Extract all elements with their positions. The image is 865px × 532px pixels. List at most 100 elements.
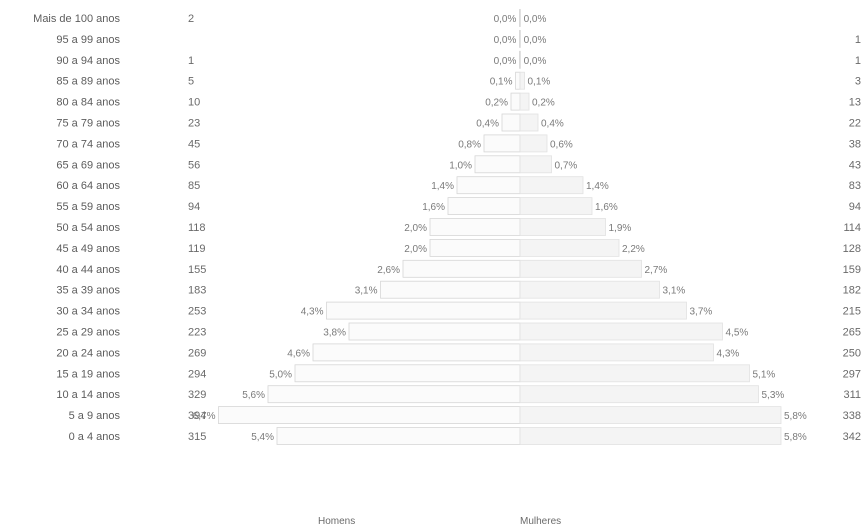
male-bars (218, 9, 521, 445)
female-percent-label: 0,2% (532, 98, 555, 109)
male-count: 253 (188, 306, 206, 318)
bar-male (267, 385, 521, 404)
female-count: 182 (843, 285, 861, 297)
bar-female (519, 301, 687, 320)
male-percent-label: 5,6% (242, 390, 265, 401)
bar-female (519, 176, 584, 195)
male-count-labels: 2 1 5 10 23 45 56 85 94 118 119 155 183 253 223 269 294 3… (188, 13, 206, 443)
age-group-label: 85 a 89 anos (56, 76, 120, 88)
female-count: 215 (843, 306, 861, 318)
male-count: 118 (188, 222, 206, 234)
female-percent-label: 2,7% (645, 265, 668, 276)
male-percent-label: 5,4% (251, 432, 274, 443)
age-group-label: 70 a 74 anos (56, 138, 120, 150)
age-group-label: 5 a 9 anos (69, 410, 121, 422)
age-group-label: 20 a 24 anos (56, 347, 120, 359)
bar-female (519, 29, 522, 48)
male-count: 10 (188, 97, 200, 109)
female-count: 83 (849, 180, 861, 192)
male-percent-label: 0,0% (494, 35, 517, 46)
age-group-labels: Mais de 100 anos 95 a 99 anos 90 a 94 anos… (33, 13, 120, 443)
age-group-label: 90 a 94 anos (56, 55, 120, 67)
male-percent-label: 1,6% (422, 202, 445, 213)
male-count: 269 (188, 347, 206, 359)
female-percent-label: 0,0% (524, 56, 547, 67)
female-count: 43 (849, 159, 861, 171)
male-percent-label: 1,0% (449, 160, 472, 171)
female-count: 128 (843, 243, 861, 255)
female-percent-label: 0,0% (524, 35, 547, 46)
male-count: 155 (188, 264, 206, 276)
bar-male (447, 197, 521, 216)
female-count: 38 (849, 138, 861, 150)
bar-male (380, 280, 521, 299)
bar-male (294, 364, 521, 383)
male-count: 23 (188, 118, 200, 130)
male-percent-label: 4,6% (287, 348, 310, 359)
male-percent-label: 0,1% (490, 77, 513, 88)
bar-female (519, 259, 642, 278)
legend-female-label: Mulheres (520, 516, 561, 527)
female-count: 265 (843, 327, 861, 339)
bar-female (519, 427, 782, 445)
female-count: 311 (843, 389, 861, 401)
bar-male (218, 406, 521, 425)
male-count: 315 (188, 431, 206, 443)
age-group-label: 0 a 4 anos (69, 431, 121, 443)
male-percent-label: 6,7% (193, 411, 216, 422)
male-count: 45 (188, 138, 200, 150)
female-percent-labels: 0,0% 0,0% 0,0% 0,1% 0,2% 0,4% 0,6% 0,7% 1,4% 1,6%… (524, 14, 807, 443)
male-percent-label: 1,4% (431, 181, 454, 192)
bar-female (519, 406, 782, 425)
bar-male (276, 427, 521, 445)
male-count: 329 (188, 389, 206, 401)
age-group-label: 80 a 84 anos (56, 97, 120, 109)
male-percent-label: 3,1% (355, 286, 378, 297)
bar-male (312, 343, 521, 362)
female-percent-label: 1,4% (586, 181, 609, 192)
female-percent-label: 5,1% (753, 369, 776, 380)
male-percent-label: 4,3% (301, 307, 324, 318)
male-percent-label: 2,6% (377, 265, 400, 276)
male-count: 2 (188, 13, 194, 25)
bar-female (519, 385, 759, 404)
male-percent-label: 5,0% (269, 369, 292, 380)
bar-female (519, 238, 620, 257)
male-count: 223 (188, 327, 206, 339)
age-group-label: 35 a 39 anos (56, 285, 120, 297)
female-count: 250 (843, 347, 861, 359)
age-group-label: 95 a 99 anos (56, 34, 120, 46)
bar-female (519, 71, 525, 90)
male-percent-label: 0,4% (476, 119, 499, 130)
female-percent-label: 0,1% (528, 77, 551, 88)
legend-male-label: Homens (318, 516, 355, 527)
bar-male (429, 238, 521, 257)
male-count: 394 (188, 410, 206, 422)
age-group-label: 65 a 69 anos (56, 159, 120, 171)
bar-female (519, 155, 552, 174)
male-count: 85 (188, 180, 200, 192)
bar-male (501, 113, 521, 132)
bar-female (519, 50, 522, 69)
female-count-labels: 1131322384383941141281591822152652502973… (843, 34, 861, 443)
male-percent-label: 2,0% (404, 244, 427, 255)
bar-male (456, 176, 521, 195)
male-percent-label: 0,8% (458, 139, 481, 150)
legend: Homens Mulheres (318, 516, 561, 527)
male-percent-label: 0,0% (494, 56, 517, 67)
age-group-label: 25 a 29 anos (56, 327, 120, 339)
male-count: 5 (188, 76, 194, 88)
male-percent-label: 0,2% (485, 98, 508, 109)
male-count: 119 (188, 243, 206, 255)
bar-male (429, 218, 521, 236)
male-count: 1 (188, 55, 194, 67)
bar-female (519, 9, 522, 27)
female-count: 338 (843, 410, 861, 422)
female-count: 3 (855, 76, 861, 88)
bar-female (519, 218, 606, 236)
female-count: 1 (855, 34, 861, 46)
female-percent-label: 3,1% (663, 286, 686, 297)
bar-male (515, 71, 521, 90)
female-count: 22 (849, 118, 861, 130)
